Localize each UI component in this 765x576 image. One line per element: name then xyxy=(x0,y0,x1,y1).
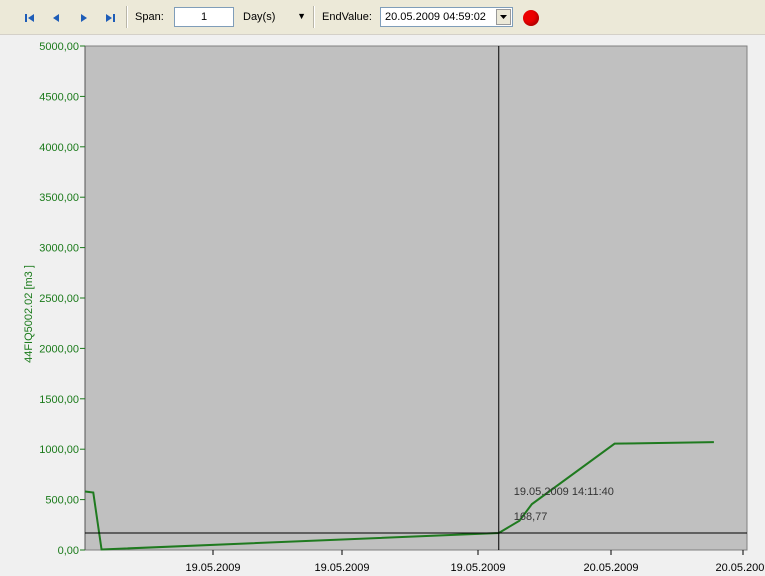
y-tick-label: 4500,00 xyxy=(39,91,79,103)
chevron-down-icon: ▼ xyxy=(297,11,306,21)
series-group xyxy=(84,441,714,551)
x-tick-label: 19.05.2009 xyxy=(314,562,369,574)
y-axis-label: 44FIQ5002.02 [m3 ] xyxy=(23,265,35,363)
y-tick-label: 1500,00 xyxy=(39,394,79,406)
toolbar-separator xyxy=(126,6,128,28)
y-tick-label: 2000,00 xyxy=(39,343,79,355)
y-tick-label: 3000,00 xyxy=(39,243,79,255)
y-tick-label: 0,00 xyxy=(58,545,79,557)
record-button[interactable] xyxy=(523,10,539,26)
end-value-text: 20.05.2009 04:59:02 xyxy=(385,11,486,23)
y-tick-label: 5000,00 xyxy=(39,41,79,53)
last-icon xyxy=(106,14,115,22)
end-value-label: EndValue: xyxy=(322,11,372,23)
x-tick-label: 20.05.2009 xyxy=(715,562,765,574)
trend-chart[interactable]: 0,00 500,00 1000,00 1500,00 2000,00 2500,00 30… xyxy=(0,34,765,576)
x-tick-label: 20.05.2009 xyxy=(583,562,638,574)
span-input[interactable] xyxy=(174,7,234,27)
chevron-down-icon xyxy=(500,15,507,19)
series-line xyxy=(84,441,714,551)
first-button[interactable] xyxy=(22,11,38,25)
y-tick-label: 500,00 xyxy=(45,495,79,507)
x-tick-label: 19.05.2009 xyxy=(185,562,240,574)
last-button[interactable] xyxy=(102,11,118,25)
y-tick-label: 4000,00 xyxy=(39,142,79,154)
end-value-field[interactable]: 20.05.2009 04:59:02 xyxy=(380,7,513,27)
next-icon xyxy=(81,14,87,22)
toolbar: Span: Day(s) ▼ EndValue: 20.05.2009 04:5… xyxy=(0,0,765,35)
prev-icon xyxy=(53,14,59,22)
span-unit-select[interactable]: Day(s) ▼ xyxy=(240,8,308,27)
span-label: Span: xyxy=(135,11,164,23)
x-tick-label: 19.05.2009 xyxy=(450,562,505,574)
y-axis: 0,00 500,00 1000,00 1500,00 2000,00 2500,00 30… xyxy=(39,41,86,557)
x-axis: 19.05.2009 19.05.2009 19.05.2009 20.05.2009… xyxy=(185,550,765,574)
y-tick-label: 1000,00 xyxy=(39,444,79,456)
first-icon xyxy=(25,14,34,22)
cursor-time-label: 19.05.2009 14:11:40 xyxy=(514,486,614,498)
next-button[interactable] xyxy=(76,11,92,25)
cursor-value-label: 168,77 xyxy=(514,511,548,523)
end-value-dropdown-button[interactable] xyxy=(496,9,511,25)
y-tick-label: 3500,00 xyxy=(39,192,79,204)
prev-button[interactable] xyxy=(48,11,64,25)
plot-area[interactable] xyxy=(84,45,748,551)
cursor-group: 19.05.2009 14:11:40 168,77 xyxy=(85,46,747,550)
toolbar-separator xyxy=(313,6,315,28)
span-unit-value: Day(s) xyxy=(243,11,276,23)
y-tick-label: 2500,00 xyxy=(39,293,79,305)
